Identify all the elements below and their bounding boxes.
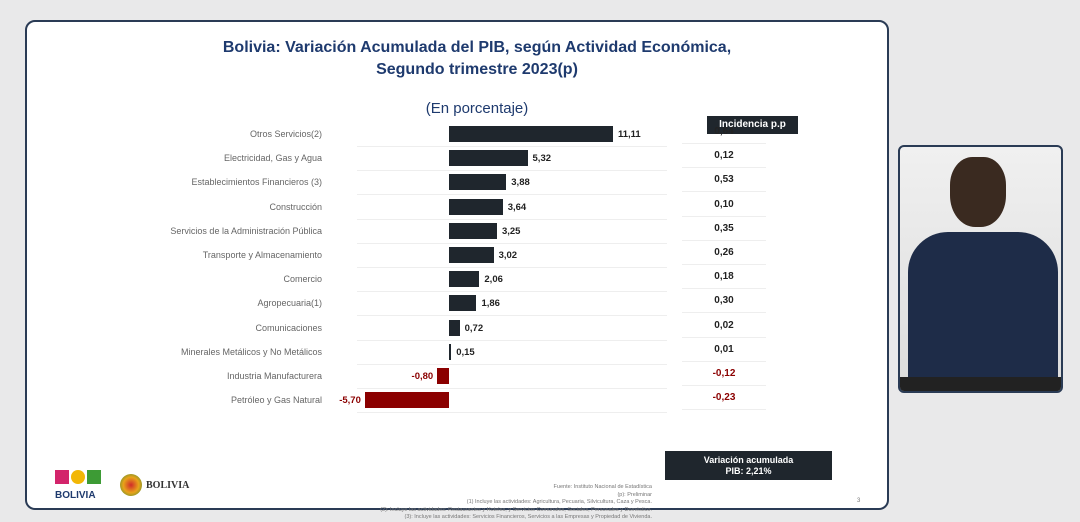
gridline [357,146,667,147]
category-label: Otros Servicios(2) [249,129,322,139]
footnote: (p): Preliminar [617,491,652,498]
value-label: 11,11 [617,129,641,140]
incidence-value: 0,12 [682,144,766,169]
incidence-value: 0,53 [682,168,766,193]
value-label: 3,02 [498,250,518,261]
category-label: Comunicaciones [255,322,322,333]
presenter-video [898,145,1063,393]
incidence-value: -0,12 [682,362,766,386]
footnote: (2): Incluye las actividades: Restaurant… [380,506,652,513]
category-label: Servicios de la Administración Pública [170,225,322,236]
gridline [357,363,667,365]
estado-logo: BOLIVIA [120,474,189,496]
gridline [357,194,667,196]
value-label: 2,06 [484,274,503,286]
value-label: -5,70 [339,395,361,407]
category-label: Petróleo y Gas Natural [230,395,322,406]
gridline [357,339,667,341]
incidence-value: 0,35 [682,217,766,241]
bar [449,150,528,167]
category-label: Industria Manufacturera [226,371,322,381]
chart-subtitle: (En porcentaje) [425,100,529,117]
category-label: Establecimientos Financieros (3) [191,177,322,188]
category-label: Transporte y Almacenamiento [202,250,322,260]
footnotes: Fuente: Instituto Nacional de Estadístic… [132,484,652,522]
gridline [357,291,667,293]
incidence-value: 0,26 [682,241,766,265]
value-label: 3,88 [511,177,530,189]
incidence-value: 0,64 [682,120,766,144]
bar [449,174,507,191]
presenter-body [908,232,1058,391]
incidence-header: Incidencia p.p [707,116,798,134]
value-label: 3,64 [507,201,527,213]
summary-line1: Variación acumulada [703,455,794,465]
gridline [357,218,667,220]
bar [449,343,452,360]
category-label: Construcción [269,201,322,212]
incidence-value: 0,18 [682,265,766,290]
incidence-value: 0,01 [682,338,766,362]
gridline [357,412,667,414]
bar [437,368,449,384]
gridline [357,315,667,317]
bar [449,319,460,336]
desk [900,377,1061,391]
value-label: 0,72 [464,322,484,334]
chart-title: Bolivia: Variación Acumulada del PIB, se… [222,39,732,56]
value-label: -0,80 [411,371,434,382]
value-label: 0,15 [456,346,475,358]
presenter-head [950,157,1006,227]
gridline [357,267,667,268]
gridline [357,170,667,172]
gridline [357,388,667,389]
gridline [357,242,667,244]
incidence-value: -0,23 [682,386,766,411]
bar [449,126,613,142]
bar [449,247,494,263]
value-label: 1,86 [481,298,500,310]
page-number: 3 [857,498,861,504]
bar [449,271,480,288]
value-label: 5,32 [532,153,552,165]
footnote: (3): Incluye las actividades: Servicios … [404,514,652,520]
bar [449,198,503,215]
summary-box: Variación acumulada PIB: 2,21% [665,451,832,480]
category-label: Electricidad, Gas y Agua [223,153,322,164]
summary-line2: PIB: 2,21% [725,466,772,476]
incidence-value: 0,02 [682,314,766,338]
bar [449,222,497,239]
chart-title-2: Segundo trimestre 2023(p) [376,61,578,78]
slide: Bolivia: Variación Acumulada del PIB, se… [25,20,889,520]
incidence-value: 0,10 [682,193,766,217]
footnote: Fuente: Instituto Nacional de Estadístic… [553,484,652,490]
bar [449,295,477,312]
bar [364,392,449,409]
footnote: (1) Incluye las actividades: Agricultura… [466,499,652,505]
incidence-value: 0,30 [682,289,766,314]
bicentenario-logo: BOLIVIA [55,470,101,501]
category-label: Comercio [283,274,322,285]
category-label: Minerales Metálicos y No Metálicos [180,346,322,357]
category-label: Agropecuaria(1) [257,298,322,309]
value-label: 3,25 [501,225,521,237]
